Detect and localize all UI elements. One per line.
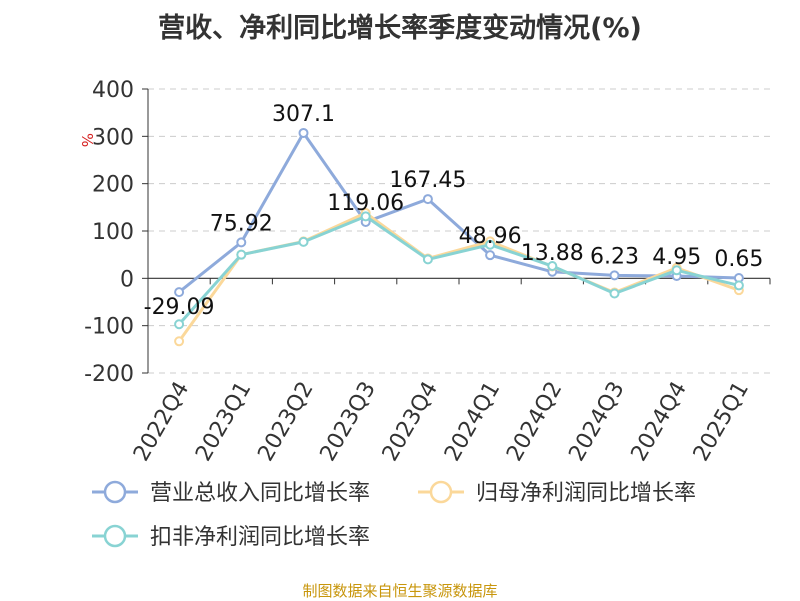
data-point xyxy=(609,288,620,299)
data-label: 48.96 xyxy=(459,224,522,249)
data-point xyxy=(174,287,185,298)
data-point xyxy=(236,249,247,260)
data-point xyxy=(547,261,558,272)
data-point xyxy=(298,236,309,247)
y-tick-label: -200 xyxy=(84,362,134,387)
legend-marker xyxy=(103,524,127,548)
data-point xyxy=(422,254,433,265)
y-tick-label: -100 xyxy=(84,315,134,340)
data-label: -29.09 xyxy=(144,295,215,320)
legend-label: 归母净利润同比增长率 xyxy=(476,481,696,506)
x-tick-label: 2023Q1 xyxy=(191,378,256,466)
legend-marker xyxy=(429,480,453,504)
data-point xyxy=(485,250,496,261)
y-tick-label: 100 xyxy=(92,220,134,245)
data-label: 307.1 xyxy=(272,102,335,127)
x-tick-label: 2023Q2 xyxy=(253,378,318,466)
data-point xyxy=(174,336,185,347)
data-label: 4.95 xyxy=(652,245,701,270)
data-point xyxy=(236,237,247,248)
x-tick-label: 2024Q3 xyxy=(564,378,629,466)
data-point xyxy=(609,270,620,281)
data-label: 6.23 xyxy=(590,244,639,269)
y-axis-label: % xyxy=(78,133,96,147)
chart-title: 营收、净利同比增长率季度变动情况(%) xyxy=(158,13,642,44)
x-tick-label: 2024Q2 xyxy=(502,378,567,466)
data-label: 13.88 xyxy=(521,241,584,266)
data-point xyxy=(733,280,744,291)
data-point xyxy=(485,239,496,250)
x-tick-label: 2023Q3 xyxy=(316,378,381,466)
legend-label: 扣非净利润同比增长率 xyxy=(150,525,370,550)
y-tick-label: 400 xyxy=(92,78,134,103)
series-line-1 xyxy=(178,131,739,294)
grid-lines xyxy=(148,88,770,374)
data-label: 75.92 xyxy=(210,211,273,236)
data-label: 0.65 xyxy=(714,247,763,272)
data-point xyxy=(671,265,682,276)
x-tick-label: 2023Q4 xyxy=(378,378,443,466)
x-tick-label: 2025Q1 xyxy=(689,378,754,466)
data-point xyxy=(360,211,371,222)
data-source-note: 制图数据来自恒生聚源数据库 xyxy=(302,582,498,600)
y-tick-label: 200 xyxy=(92,173,134,198)
x-tick-label: 2022Q4 xyxy=(129,378,194,466)
data-point xyxy=(422,194,433,205)
x-tick-label: 2024Q1 xyxy=(440,378,505,466)
data-point xyxy=(174,319,185,330)
data-label: 167.45 xyxy=(389,168,466,193)
legend-marker xyxy=(103,480,127,504)
series-lines xyxy=(174,127,744,347)
y-tick-label: 300 xyxy=(92,125,134,150)
series-line-3 xyxy=(177,214,740,326)
data-point xyxy=(298,127,309,138)
y-tick-label: 0 xyxy=(120,267,134,292)
data-label: 119.06 xyxy=(327,191,404,216)
x-tick-label: 2024Q4 xyxy=(627,378,692,466)
legend-label: 营业总收入同比增长率 xyxy=(150,481,370,506)
